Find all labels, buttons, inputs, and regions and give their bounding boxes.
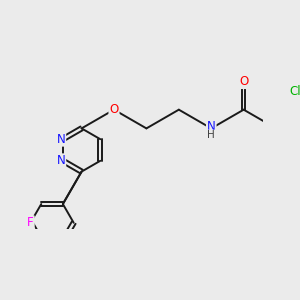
Text: O: O (110, 103, 118, 116)
Text: Cl: Cl (289, 85, 300, 98)
Text: O: O (239, 75, 248, 88)
Text: N: N (207, 120, 216, 133)
Text: N: N (56, 154, 65, 167)
Text: H: H (207, 130, 215, 140)
Text: N: N (56, 133, 65, 146)
Text: F: F (27, 216, 34, 229)
